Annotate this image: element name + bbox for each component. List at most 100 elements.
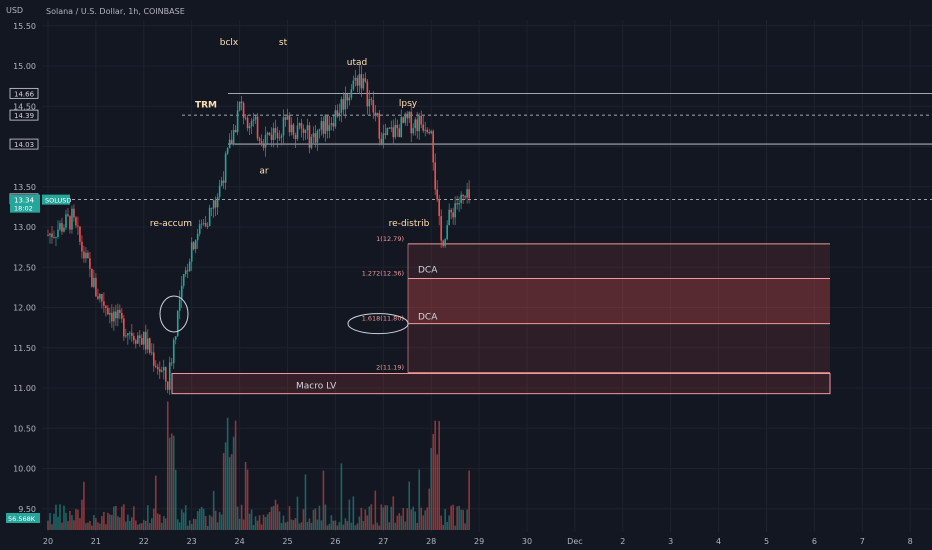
candle-body xyxy=(318,129,321,131)
candle-body xyxy=(394,124,397,138)
wyckoff-label: utad xyxy=(347,58,367,68)
candle-body xyxy=(370,99,373,101)
volume-bar xyxy=(47,520,49,530)
candle-body xyxy=(188,261,191,272)
volume-bar xyxy=(246,469,249,530)
candle-body xyxy=(162,367,165,371)
volume-bar xyxy=(412,506,415,530)
candle-body xyxy=(458,202,460,205)
volume-bar xyxy=(230,454,233,530)
candle-body xyxy=(220,180,223,186)
current-price: 13.34 xyxy=(14,197,35,205)
candle-body xyxy=(71,208,73,230)
candle-body xyxy=(468,189,470,199)
candle-body xyxy=(81,241,83,252)
volume-bar xyxy=(152,508,155,530)
volume-bar xyxy=(398,513,401,530)
candle-body xyxy=(228,139,231,149)
volume-bar xyxy=(113,506,115,530)
candle-body xyxy=(125,335,127,337)
volume-bar xyxy=(276,504,279,530)
candle-body xyxy=(178,299,181,311)
time-tick-label: 4 xyxy=(716,537,721,546)
volume-bar xyxy=(190,524,193,530)
volume-bar xyxy=(107,512,109,530)
candle-body xyxy=(460,194,462,203)
fib-label: 1.618(11.80) xyxy=(362,315,404,323)
volume-bar xyxy=(208,515,211,530)
price-axis[interactable]: 15.5015.0014.5014.0013.5013.0012.5012.00… xyxy=(6,22,71,523)
wyckoff-label: st xyxy=(279,38,288,48)
volume-bar xyxy=(400,515,403,530)
volume-bar xyxy=(172,435,175,530)
candle-body xyxy=(258,138,261,142)
volume-bar xyxy=(186,525,189,530)
candle-body xyxy=(63,227,65,232)
volume-bar xyxy=(204,516,207,530)
volume-bar xyxy=(334,520,337,530)
candle-body xyxy=(364,78,367,82)
volume-bar xyxy=(238,518,241,530)
candle-body xyxy=(79,226,81,242)
candle-body xyxy=(294,134,297,139)
volume-bar xyxy=(272,506,275,530)
candle-body xyxy=(316,130,319,143)
candle-body xyxy=(109,312,111,315)
candle-body xyxy=(53,236,55,238)
volume-bar xyxy=(121,506,123,530)
axis-unit: USD xyxy=(6,6,23,15)
volume-bars xyxy=(47,401,470,530)
volume-bar xyxy=(382,507,385,530)
volume-bar xyxy=(240,504,243,530)
volume-bar xyxy=(442,524,444,530)
volume-bar xyxy=(402,507,405,530)
price-tick-label: 10.50 xyxy=(13,424,36,433)
time-axis[interactable]: 20 21 22 23 24 25 26 27 28 29 30 Dec 2 3 4 5 6 7 8 xyxy=(43,537,913,546)
volume-bar xyxy=(49,513,51,530)
candle-body xyxy=(418,115,421,132)
candle-body xyxy=(216,196,219,208)
volume-bar xyxy=(468,470,470,530)
time-tick-label: 6 xyxy=(812,537,817,546)
candle-body xyxy=(396,124,399,129)
candle-body xyxy=(121,312,123,319)
volume-bar xyxy=(65,512,67,530)
time-tick-label: 27 xyxy=(378,537,388,546)
volume-bar xyxy=(115,505,117,530)
candle-body xyxy=(127,333,129,336)
candle-body xyxy=(248,126,251,129)
volume-bar xyxy=(314,508,317,530)
volume-bar xyxy=(109,514,111,530)
volume-bar xyxy=(216,522,219,530)
candle-body xyxy=(250,120,253,127)
volume-bar xyxy=(256,520,259,530)
symbol-tag xyxy=(42,194,70,205)
volume-bar xyxy=(260,524,263,530)
wyckoff-label: bclx xyxy=(220,38,239,48)
candle-body xyxy=(276,132,279,139)
candle-body xyxy=(320,121,323,130)
candle-body xyxy=(59,223,61,230)
volume-bar xyxy=(160,522,163,530)
volume-bar xyxy=(154,475,157,530)
re-accum-circle-marker xyxy=(159,295,189,333)
volume-bar xyxy=(364,509,367,530)
candle-body xyxy=(141,338,143,345)
annotations: bclx st utad TRM lpsy ar re-accum re-distrib xyxy=(150,38,430,333)
candle-body xyxy=(408,111,411,119)
candle-body xyxy=(310,136,313,148)
volume-bar xyxy=(63,505,65,530)
volume-bar xyxy=(236,506,239,530)
candle-body xyxy=(446,225,448,240)
dca-label: DCA xyxy=(418,266,438,276)
volume-bar xyxy=(378,525,381,530)
volume-bar xyxy=(282,515,285,530)
volume-bar xyxy=(330,515,333,530)
candle-body xyxy=(204,223,207,227)
candle-body xyxy=(266,132,269,135)
volume-bar xyxy=(430,448,432,530)
volume-bar xyxy=(362,521,365,530)
wyckoff-label: re-distrib xyxy=(389,219,430,229)
volume-bar xyxy=(212,490,215,530)
